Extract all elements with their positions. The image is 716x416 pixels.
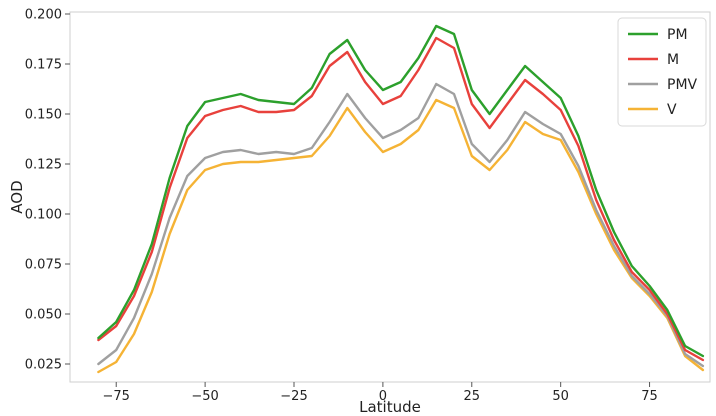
series-line-pm [97,24,705,358]
x-axis-title: Latitude [359,398,421,416]
legend-label-v: V [667,102,677,118]
legend-box [617,17,707,127]
series-line-m [97,36,705,362]
x-axis-ticks: −75 −50 −25 0 25 50 75 [103,382,658,404]
y-axis-title: AOD [8,180,26,213]
legend-label-pmv: PMV [667,77,698,93]
legend-label-pm: PM [667,27,688,43]
legend-label-m: M [667,52,679,68]
y-tick-label: 0.100 [25,208,62,223]
series-layer [97,24,705,374]
legend: PM M PMV V [617,17,707,127]
y-tick-label: 0.200 [25,8,62,23]
y-tick-label: 0.125 [25,158,62,173]
y-tick-label: 0.175 [25,58,62,73]
x-tick-label: 25 [464,389,481,404]
y-tick-label: 0.075 [25,258,62,273]
x-tick-label: 0 [379,389,387,404]
y-tick-label: 0.150 [25,108,62,123]
y-tick-label: 0.050 [25,308,62,323]
series-line-v [97,98,705,374]
x-tick-label: −25 [280,389,307,404]
y-axis-ticks: 0.025 0.050 0.075 0.100 0.125 0.150 0.175 0.200 [25,8,70,373]
x-tick-label: 75 [641,389,658,404]
x-tick-label: −75 [103,389,130,404]
plot-frame [69,11,711,383]
x-tick-label: −50 [191,389,218,404]
series-line-pmv [97,82,705,368]
y-tick-label: 0.025 [25,358,62,373]
x-tick-label: 50 [552,389,569,404]
